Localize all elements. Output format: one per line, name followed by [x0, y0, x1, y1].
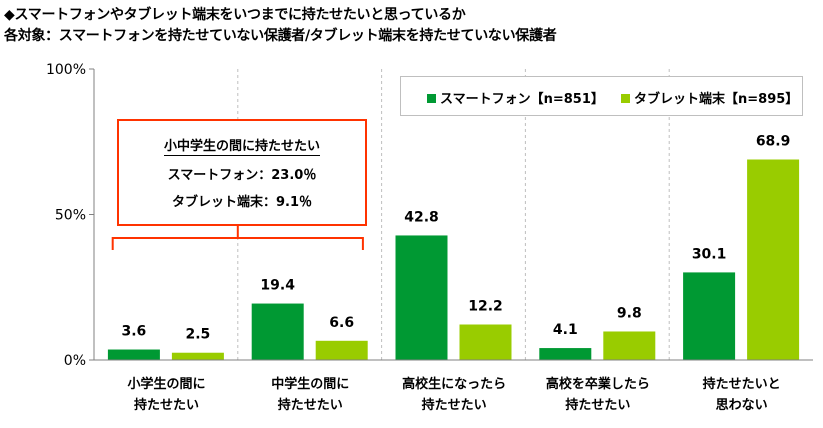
x-tick-label-line: 思わない [715, 398, 768, 413]
x-tick-label-line: 持たせたい [277, 398, 343, 413]
bar [539, 348, 592, 360]
bar-value-label: 6.6 [329, 315, 354, 331]
legend: スマートフォン【n=851】 タブレット端末【n=895】 [400, 76, 803, 116]
callout-heading: 小中学生の間に持たせたい [163, 135, 320, 156]
bar-value-label: 30.1 [692, 246, 727, 262]
chart-subtitle: 各対象：スマートフォンを持たせていない保護者/タブレット端末を持たせていない保護… [4, 28, 557, 44]
callout-tablet: タブレット端末：9.1％ [171, 195, 313, 210]
bar-value-label: 3.6 [121, 324, 146, 340]
bar-value-label: 9.8 [617, 305, 642, 321]
legend-label-smartphone: スマートフォン【n=851】 [440, 92, 604, 107]
bar-value-label: 2.5 [185, 327, 210, 343]
bar [603, 331, 656, 360]
y-tick-label: 100% [46, 62, 86, 78]
x-tick-label-line: 高校生になったら [402, 377, 507, 392]
x-tick-label-line: 持たせたいと [702, 377, 781, 392]
x-tick-label-line: 持たせたい [421, 398, 487, 413]
bar-value-label: 42.8 [404, 209, 439, 225]
chart-title: ◆スマートフォンやタブレット端末をいつまでに持たせたいと思っているか [4, 7, 466, 23]
bar [251, 303, 304, 360]
callout-smartphone: スマートフォン：23.0％ [167, 168, 317, 183]
bar-value-label: 4.1 [553, 322, 578, 338]
bar [395, 235, 448, 360]
legend-swatch-tablet [621, 94, 630, 103]
y-tick-label: 50% [55, 208, 86, 224]
x-tick-label-line: 持たせたい [565, 398, 631, 413]
legend-swatch-smartphone [427, 94, 436, 103]
x-tick-label-line: 高校を卒業したら [545, 377, 650, 392]
x-tick-label: 高校生になったら 持たせたい [382, 374, 527, 416]
legend-label-tablet: タブレット端末【n=895】 [634, 92, 799, 107]
x-tick-label: 高校を卒業したら 持たせたい [525, 374, 670, 416]
bar [315, 340, 368, 360]
callout-box: 小中学生の間に持たせたい スマートフォン：23.0％ タブレット端末：9.1％ [117, 119, 367, 226]
x-tick-label: 中学生の間に 持たせたい [238, 374, 383, 416]
x-tick-label-line: 小学生の間に [127, 377, 206, 392]
bar-value-label: 19.4 [260, 278, 295, 294]
x-tick-label: 持たせたいと 思わない [669, 374, 814, 416]
x-tick-label: 小学生の間に 持たせたい [94, 374, 239, 416]
legend-item-smartphone: スマートフォン【n=851】 [427, 88, 604, 107]
bar-value-label: 68.9 [756, 134, 791, 150]
x-tick-label-line: 持たせたい [133, 398, 199, 413]
bar [171, 352, 224, 360]
x-tick-label-line: 中学生の間に [271, 377, 350, 392]
bar [459, 324, 512, 360]
y-tick-label: 0% [64, 353, 86, 369]
bar-value-label: 12.2 [468, 298, 503, 314]
bar [683, 272, 736, 360]
legend-item-tablet: タブレット端末【n=895】 [621, 88, 798, 107]
bar [107, 349, 160, 360]
bar [747, 159, 800, 360]
